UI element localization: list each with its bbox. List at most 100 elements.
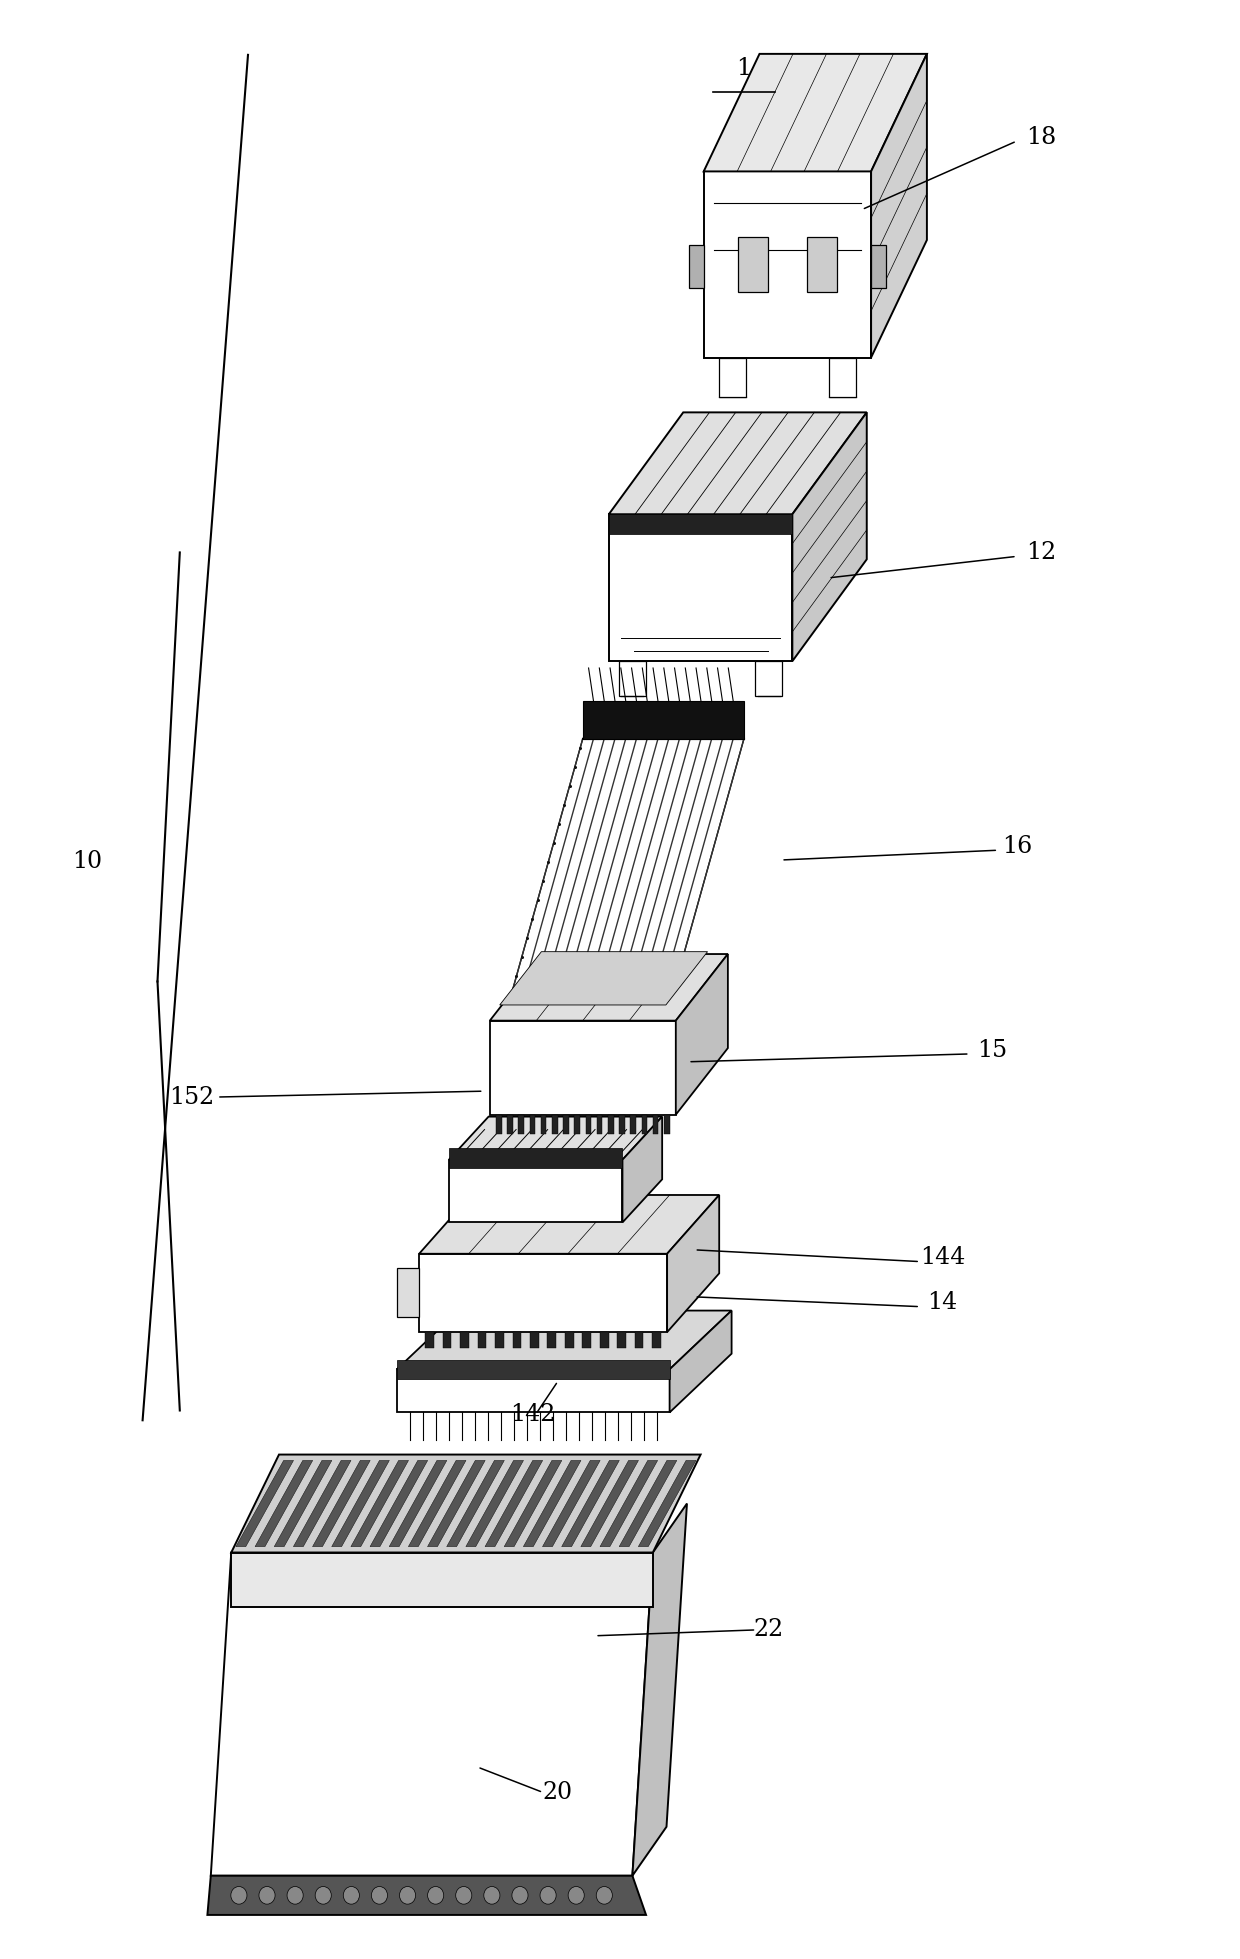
Ellipse shape xyxy=(512,1887,528,1904)
Bar xyxy=(641,1115,647,1134)
Polygon shape xyxy=(389,1461,446,1548)
Ellipse shape xyxy=(568,1887,584,1904)
Text: 142: 142 xyxy=(511,1403,556,1426)
Ellipse shape xyxy=(231,1887,247,1904)
Polygon shape xyxy=(500,952,708,1005)
Polygon shape xyxy=(792,413,867,662)
Polygon shape xyxy=(543,1461,600,1548)
Ellipse shape xyxy=(259,1887,275,1904)
Polygon shape xyxy=(419,1254,667,1332)
Polygon shape xyxy=(755,662,782,697)
Polygon shape xyxy=(397,1311,732,1369)
Ellipse shape xyxy=(456,1887,471,1904)
Bar xyxy=(552,1115,558,1134)
Bar xyxy=(397,1360,670,1379)
Text: 14: 14 xyxy=(928,1291,957,1314)
Bar xyxy=(507,1115,513,1134)
Polygon shape xyxy=(580,1461,639,1548)
Polygon shape xyxy=(207,1877,646,1916)
Polygon shape xyxy=(397,1269,419,1316)
Polygon shape xyxy=(807,237,837,292)
Bar xyxy=(652,1115,658,1134)
Polygon shape xyxy=(676,954,728,1115)
Polygon shape xyxy=(828,357,856,398)
Polygon shape xyxy=(562,1461,619,1548)
Bar xyxy=(574,1115,580,1134)
Bar xyxy=(449,1148,622,1168)
Text: 144: 144 xyxy=(920,1246,965,1269)
Bar xyxy=(630,1115,636,1134)
Bar xyxy=(512,1332,521,1348)
Polygon shape xyxy=(449,1160,622,1222)
Bar xyxy=(443,1332,451,1348)
Polygon shape xyxy=(312,1461,371,1548)
Polygon shape xyxy=(505,1461,562,1548)
Bar xyxy=(529,1332,538,1348)
Polygon shape xyxy=(619,662,646,697)
Polygon shape xyxy=(485,1461,543,1548)
Bar xyxy=(663,1115,670,1134)
Polygon shape xyxy=(370,1461,428,1548)
Bar xyxy=(585,1115,591,1134)
Polygon shape xyxy=(632,1505,687,1877)
Bar xyxy=(563,1115,569,1134)
Polygon shape xyxy=(639,1461,696,1548)
Ellipse shape xyxy=(372,1887,388,1904)
Polygon shape xyxy=(231,1552,652,1606)
Polygon shape xyxy=(255,1461,312,1548)
Bar xyxy=(618,1332,626,1348)
Ellipse shape xyxy=(428,1887,444,1904)
Bar xyxy=(541,1115,547,1134)
Bar xyxy=(229,1583,604,1845)
Polygon shape xyxy=(211,1552,652,1877)
Ellipse shape xyxy=(288,1887,303,1904)
Ellipse shape xyxy=(484,1887,500,1904)
Ellipse shape xyxy=(399,1887,415,1904)
Bar xyxy=(608,1115,614,1134)
Bar xyxy=(635,1332,644,1348)
Polygon shape xyxy=(719,357,746,398)
Ellipse shape xyxy=(343,1887,360,1904)
Ellipse shape xyxy=(315,1887,331,1904)
Polygon shape xyxy=(523,1461,582,1548)
Bar xyxy=(460,1332,469,1348)
Polygon shape xyxy=(490,954,728,1021)
Text: 12: 12 xyxy=(1027,541,1056,564)
Polygon shape xyxy=(231,1454,701,1552)
Polygon shape xyxy=(490,1021,676,1115)
Polygon shape xyxy=(870,245,885,288)
Text: 18: 18 xyxy=(1027,125,1056,149)
Polygon shape xyxy=(332,1461,389,1548)
Polygon shape xyxy=(738,237,768,292)
Polygon shape xyxy=(408,1461,466,1548)
Bar xyxy=(495,1332,503,1348)
Bar xyxy=(565,1332,574,1348)
Polygon shape xyxy=(274,1461,332,1548)
Polygon shape xyxy=(870,55,928,357)
Polygon shape xyxy=(667,1195,719,1332)
Bar xyxy=(548,1332,557,1348)
Ellipse shape xyxy=(541,1887,556,1904)
Polygon shape xyxy=(619,1461,677,1548)
Polygon shape xyxy=(704,55,928,172)
Polygon shape xyxy=(397,1369,670,1412)
Bar xyxy=(529,1115,536,1134)
Polygon shape xyxy=(689,245,704,288)
Polygon shape xyxy=(609,515,792,662)
Bar xyxy=(652,1332,661,1348)
Text: 15: 15 xyxy=(977,1038,1007,1062)
Text: 152: 152 xyxy=(170,1085,215,1109)
Text: 1: 1 xyxy=(737,57,751,80)
Bar xyxy=(518,1115,525,1134)
Polygon shape xyxy=(236,1461,294,1548)
Text: 16: 16 xyxy=(1002,835,1032,858)
Bar xyxy=(619,1115,625,1134)
Bar xyxy=(583,701,744,739)
Polygon shape xyxy=(600,1461,657,1548)
Polygon shape xyxy=(449,1117,662,1160)
Polygon shape xyxy=(428,1461,485,1548)
Bar xyxy=(496,1115,502,1134)
Polygon shape xyxy=(294,1461,351,1548)
Polygon shape xyxy=(419,1195,719,1254)
Text: 20: 20 xyxy=(543,1781,573,1804)
